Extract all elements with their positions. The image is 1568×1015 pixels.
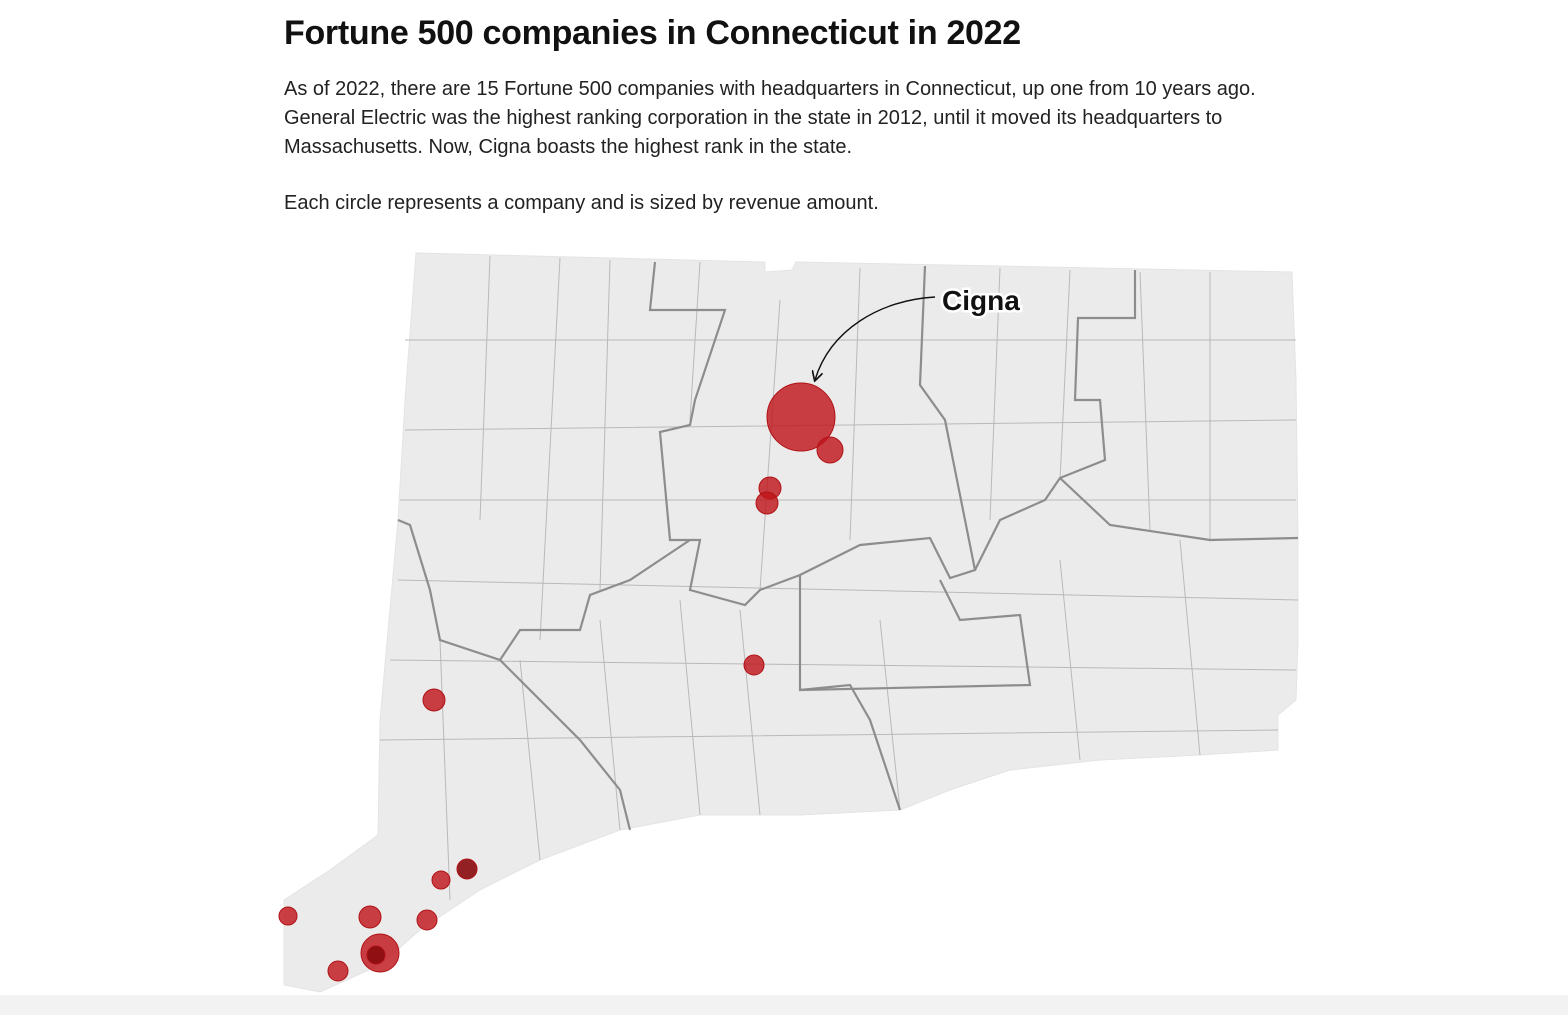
company-circle [431,870,451,890]
note: Each circle represents a company and is … [284,192,879,214]
bottom-shade [0,995,1568,1015]
company-circle [456,858,478,880]
county-lines [397,261,1299,831]
company-circle [766,382,836,452]
annotation-arrow [815,296,936,380]
company-circles [278,382,844,982]
company-circle [278,906,298,926]
company-circle [755,491,779,515]
company-circle [422,688,446,712]
company-circle [416,909,438,931]
company-circle [327,960,349,982]
description: As of 2022, there are 15 Fortune 500 com… [284,78,1256,158]
town-lines [379,255,1299,901]
company-circle [358,905,382,929]
company-circle [743,654,765,676]
company-circle [366,945,386,965]
annotation: Cigna [942,285,1020,316]
state-outline [283,252,1299,993]
company-circle [816,436,844,464]
title: Fortune 500 companies in Connecticut in … [284,14,1021,52]
